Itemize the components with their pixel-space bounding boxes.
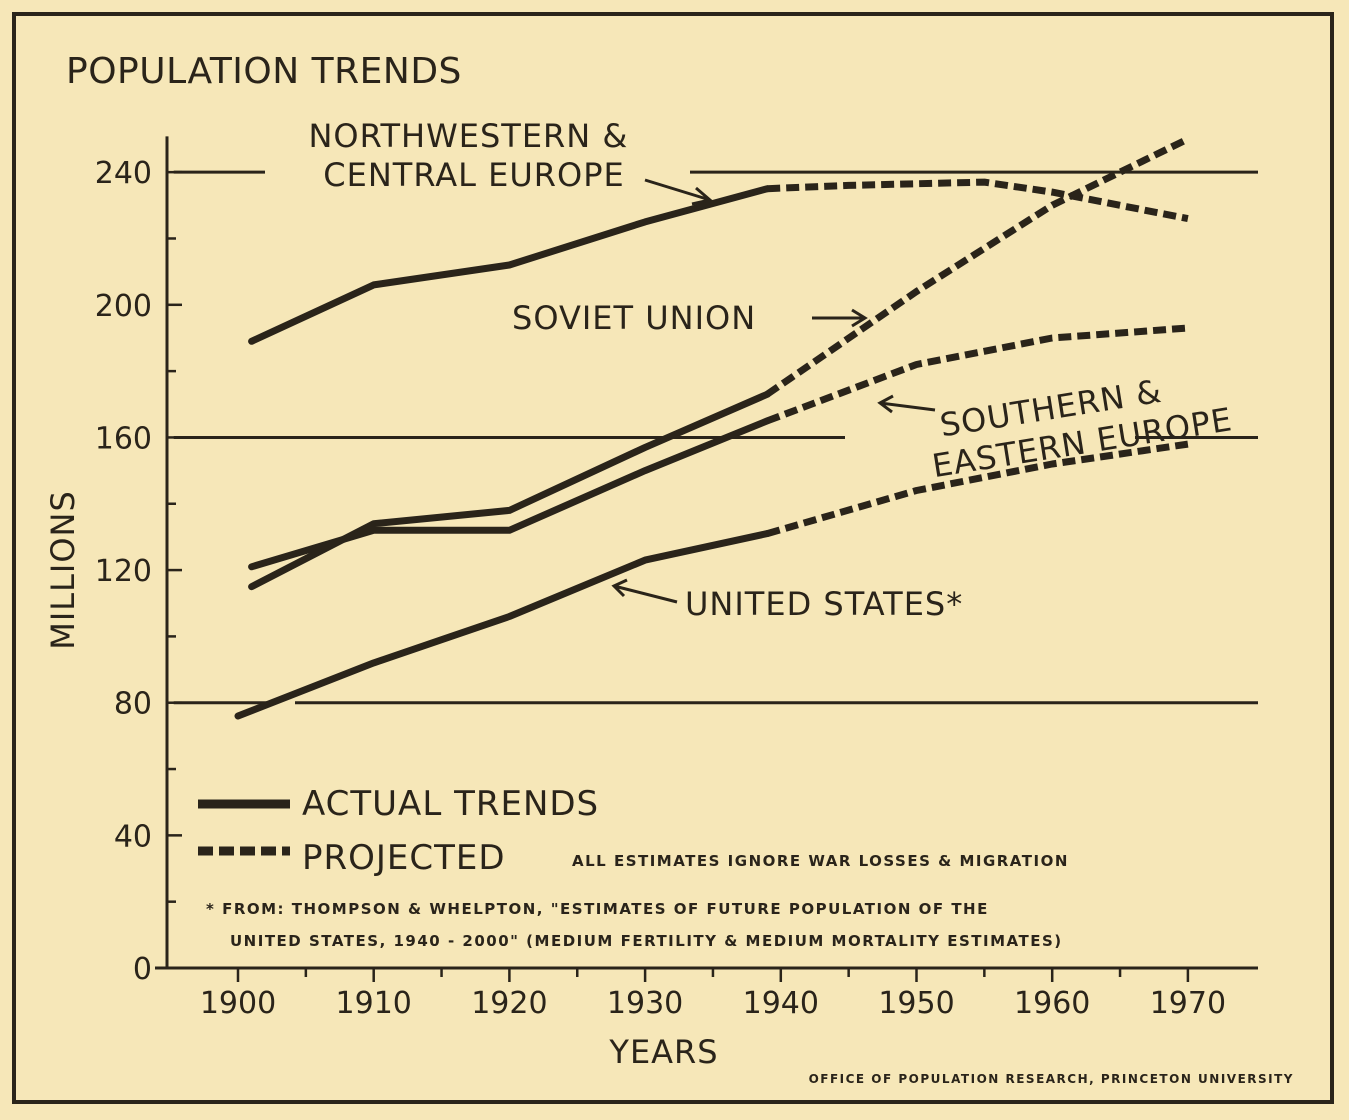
x-tick-label: 1950: [878, 986, 954, 1021]
x-tick-label: 1960: [1014, 986, 1090, 1021]
series-united-states-actual: [234, 530, 771, 720]
axes: 0 40 80 120 160 200 240 1900 1910 1920 1930 1940 195…: [95, 136, 1258, 1021]
chart-frame: [12, 12, 1334, 1104]
series-southern-eastern-europe-projected: [765, 324, 1189, 425]
series-united-states-projected: [766, 440, 1189, 537]
legend: ACTUAL TRENDS PROJECTED: [198, 784, 599, 878]
y-tick-label: 0: [133, 952, 152, 987]
series-lines: [234, 135, 1190, 720]
label-nw-central-europe: NORTHWESTERN & CENTRAL EUROPE: [308, 117, 639, 194]
x-tick-label: 1970: [1150, 986, 1226, 1021]
x-tick-label: 1920: [471, 986, 547, 1021]
series-southern-eastern-europe-actual: [248, 417, 771, 571]
y-tick-label: 40: [114, 819, 152, 854]
legend-actual-label: ACTUAL TRENDS: [302, 784, 599, 824]
y-tick-label: 160: [95, 421, 152, 456]
note-source-line-2: UNITED STATES, 1940 - 2000" (MEDIUM FERT…: [230, 932, 1063, 950]
credit: OFFICE OF POPULATION RESEARCH, PRINCETON…: [809, 1072, 1294, 1086]
series-northwestern-central-europe-actual: [248, 185, 771, 345]
label-southern-eastern-europe: SOUTHERN & EASTERN EUROPE: [923, 362, 1234, 485]
y-tick-label: 80: [114, 687, 152, 722]
chart-title: POPULATION TRENDS: [66, 51, 462, 92]
x-tick-label: 1900: [200, 986, 276, 1021]
arrow-nw-central-europe: [644, 178, 714, 206]
y-axis-label: MILLIONS: [44, 490, 82, 650]
note-war-losses: ALL ESTIMATES IGNORE WAR LOSSES & MIGRAT…: [572, 852, 1069, 870]
arrow-soviet-union: [812, 308, 868, 328]
arrow-united-states: [611, 578, 678, 604]
x-axis-label: YEARS: [608, 1033, 718, 1071]
series-soviet-union-actual: [248, 390, 771, 591]
arrow-southern-eastern-europe: [877, 394, 936, 414]
y-tick-label: 200: [95, 289, 152, 324]
y-tick-label: 120: [95, 554, 152, 589]
x-tick-label: 1940: [743, 986, 819, 1021]
x-tick-label: 1910: [336, 986, 412, 1021]
label-united-states: UNITED STATES*: [685, 585, 963, 623]
legend-projected-label: PROJECTED: [302, 838, 506, 878]
label-soviet-union: SOVIET UNION: [512, 299, 756, 337]
y-tick-label: 240: [95, 156, 152, 191]
note-source-line-1: * FROM: THOMPSON & WHELPTON, "ESTIMATES …: [206, 900, 989, 918]
series-northwestern-central-europe-projected: [767, 178, 1189, 223]
x-tick-label: 1930: [607, 986, 683, 1021]
